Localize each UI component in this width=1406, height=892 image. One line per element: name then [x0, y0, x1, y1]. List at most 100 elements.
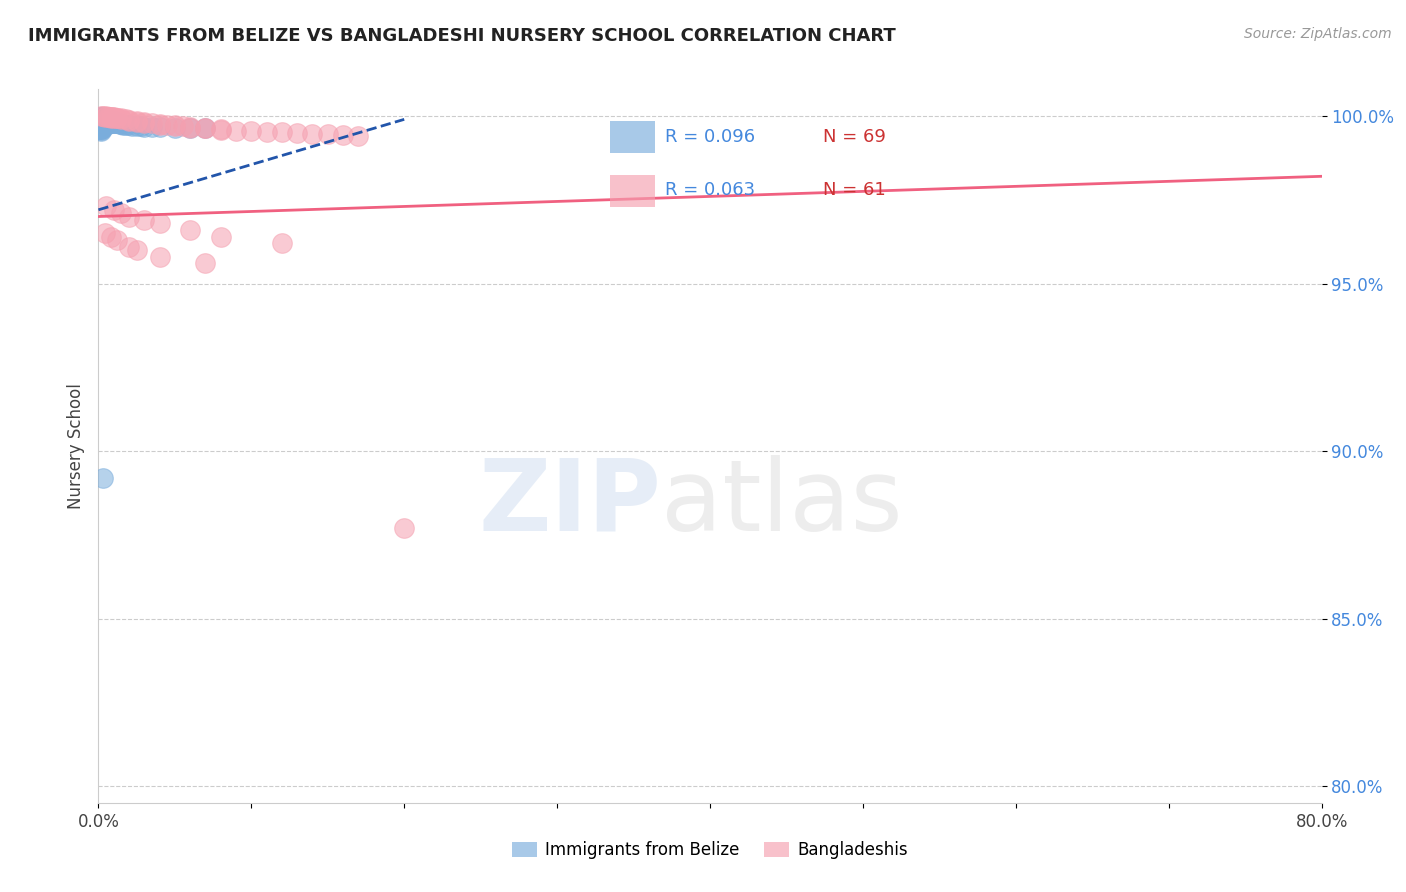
- Point: [115, 112, 138, 127]
- Point: [97, 117, 120, 131]
- Point: [93, 114, 115, 128]
- Text: atlas: atlas: [661, 455, 903, 551]
- Point: [89, 112, 111, 126]
- Point: [118, 119, 141, 133]
- Point: [125, 114, 148, 128]
- Point: [94, 114, 117, 128]
- Point: [149, 250, 172, 264]
- Point: [103, 111, 125, 125]
- Point: [97, 110, 120, 124]
- Point: [90, 113, 112, 128]
- Point: [90, 114, 112, 128]
- Point: [141, 120, 163, 134]
- Text: ZIP: ZIP: [478, 455, 661, 551]
- Point: [89, 119, 111, 133]
- Point: [100, 111, 122, 125]
- Point: [98, 110, 121, 124]
- Text: Source: ZipAtlas.com: Source: ZipAtlas.com: [1244, 27, 1392, 41]
- Text: IMMIGRANTS FROM BELIZE VS BANGLADESHI NURSERY SCHOOL CORRELATION CHART: IMMIGRANTS FROM BELIZE VS BANGLADESHI NU…: [28, 27, 896, 45]
- Point: [91, 112, 114, 127]
- Point: [93, 227, 115, 241]
- Point: [93, 116, 115, 130]
- Point: [100, 114, 122, 128]
- Point: [103, 110, 125, 124]
- Point: [91, 114, 114, 128]
- Point: [163, 119, 186, 133]
- Legend: Immigrants from Belize, Bangladeshis: Immigrants from Belize, Bangladeshis: [505, 835, 915, 866]
- Point: [104, 116, 127, 130]
- Point: [129, 120, 152, 134]
- Point: [209, 123, 232, 137]
- Point: [91, 110, 114, 124]
- Point: [392, 521, 416, 535]
- Point: [103, 114, 125, 128]
- Point: [179, 120, 201, 135]
- Point: [107, 116, 129, 130]
- Point: [110, 117, 132, 131]
- Point: [118, 113, 141, 128]
- Point: [301, 127, 323, 141]
- Point: [93, 117, 115, 131]
- Point: [91, 111, 114, 125]
- Point: [93, 111, 115, 125]
- Point: [115, 118, 138, 132]
- Point: [91, 117, 114, 131]
- Point: [134, 120, 156, 134]
- Point: [209, 122, 232, 136]
- Point: [194, 120, 217, 135]
- Point: [256, 125, 278, 139]
- Y-axis label: Nursery School: Nursery School: [66, 383, 84, 509]
- Point: [94, 111, 117, 125]
- Point: [90, 110, 112, 124]
- Point: [90, 111, 112, 125]
- Point: [90, 112, 112, 126]
- Point: [285, 126, 308, 140]
- Point: [94, 116, 117, 130]
- Point: [91, 116, 114, 130]
- Point: [98, 114, 121, 128]
- Point: [134, 116, 156, 130]
- Point: [134, 115, 156, 129]
- Point: [89, 120, 111, 134]
- Point: [209, 229, 232, 244]
- Point: [90, 124, 112, 138]
- Point: [94, 109, 117, 123]
- Point: [94, 112, 117, 127]
- Point: [89, 119, 111, 133]
- Point: [101, 116, 124, 130]
- Point: [89, 120, 111, 135]
- Point: [89, 110, 111, 124]
- Point: [90, 116, 112, 130]
- Point: [149, 120, 172, 135]
- Point: [100, 116, 122, 130]
- Point: [103, 202, 125, 217]
- Point: [194, 121, 217, 136]
- Point: [89, 122, 111, 136]
- Point: [94, 199, 117, 213]
- Point: [91, 471, 114, 485]
- Point: [194, 121, 217, 136]
- Point: [179, 120, 201, 134]
- Point: [97, 116, 120, 130]
- Point: [91, 119, 114, 133]
- Point: [163, 120, 186, 135]
- Point: [141, 116, 163, 130]
- Point: [179, 121, 201, 136]
- Point: [156, 118, 179, 132]
- Point: [97, 112, 120, 127]
- Point: [163, 119, 186, 133]
- Point: [105, 233, 128, 247]
- Point: [105, 111, 128, 125]
- Point: [194, 256, 217, 270]
- Point: [270, 125, 292, 139]
- Point: [118, 114, 141, 128]
- Point: [134, 212, 156, 227]
- Point: [90, 117, 112, 131]
- Point: [91, 109, 114, 123]
- Point: [90, 123, 112, 137]
- Point: [90, 119, 112, 133]
- Point: [91, 120, 114, 135]
- Point: [90, 109, 112, 123]
- Point: [316, 128, 339, 142]
- Point: [125, 119, 148, 133]
